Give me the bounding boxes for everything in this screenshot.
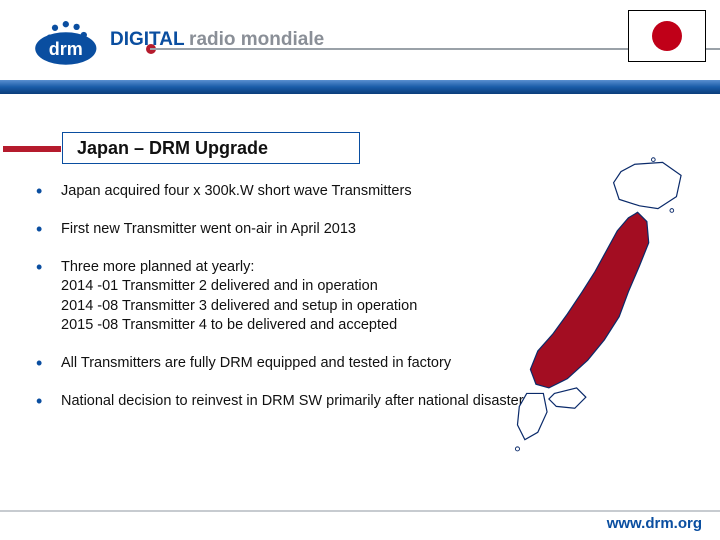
shikoku-region [549, 388, 586, 408]
flag-disc-icon [652, 21, 682, 51]
blue-band [0, 80, 720, 94]
header: drm DIGITAL radio mondiale [0, 0, 720, 95]
page-title: Japan – DRM Upgrade [62, 132, 360, 164]
logo-area: drm DIGITAL radio mondiale [28, 12, 324, 67]
bullet-icon: • [36, 220, 61, 240]
japan-flag-icon [628, 10, 706, 62]
honshu-region [530, 212, 648, 388]
bullet-icon: • [36, 258, 61, 336]
small-island-icon [515, 447, 519, 451]
small-island-icon [651, 158, 655, 162]
hokkaido-region [614, 162, 681, 208]
drm-logo-icon: drm [28, 12, 100, 67]
bullet-icon: • [36, 392, 61, 412]
footer-divider [0, 510, 720, 512]
small-island-icon [670, 209, 674, 213]
footer-url: www.drm.org [607, 515, 702, 532]
kyushu-region [517, 393, 547, 439]
japan-map-icon [510, 155, 695, 460]
bullet-icon: • [36, 182, 61, 202]
bullet-icon: • [36, 354, 61, 374]
brand-radio-mondiale: radio mondiale [189, 29, 324, 50]
svg-text:drm: drm [49, 39, 83, 59]
title-accent-bar [3, 146, 61, 152]
